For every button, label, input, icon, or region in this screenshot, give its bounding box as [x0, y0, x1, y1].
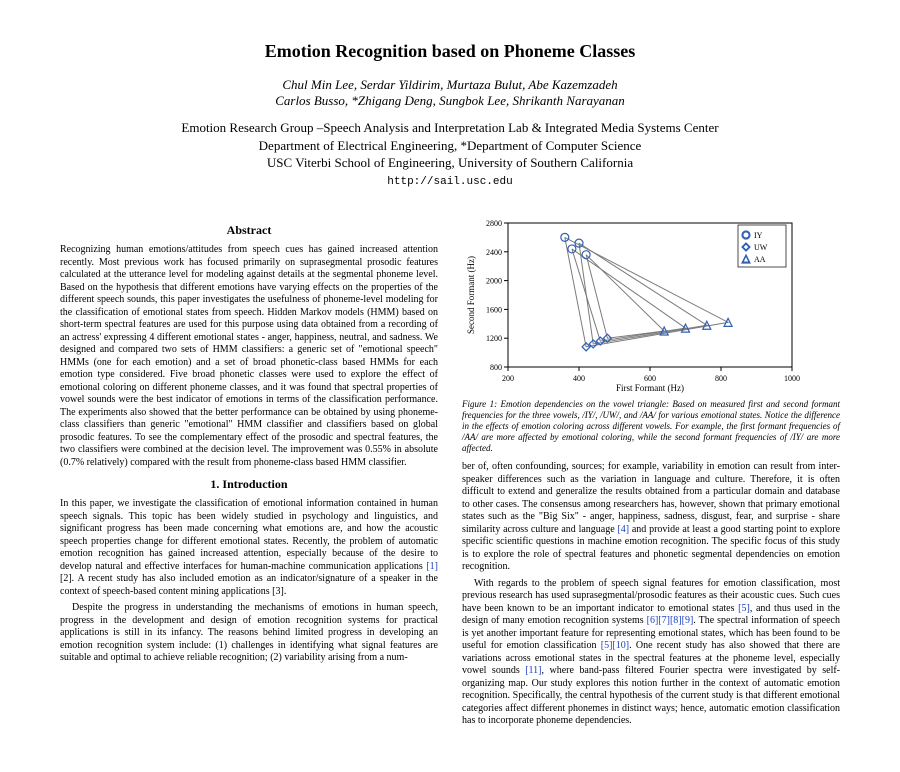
svg-text:AA: AA	[754, 255, 766, 264]
authors-line-2: Carlos Busso, *Zhigang Deng, Sungbok Lee…	[275, 93, 625, 108]
svg-text:First Formant (Hz): First Formant (Hz)	[616, 383, 684, 393]
authors: Chul Min Lee, Serdar Yildirim, Murtaza B…	[60, 77, 840, 110]
svg-text:1200: 1200	[486, 335, 502, 344]
left-column: Abstract Recognizing human emotions/atti…	[60, 215, 438, 731]
intro-heading: 1. Introduction	[60, 477, 438, 492]
affil-1: Emotion Research Group –Speech Analysis …	[181, 120, 718, 135]
cite-11[interactable]: [11]	[525, 665, 541, 676]
cite-4[interactable]: [4]	[617, 524, 629, 535]
svg-text:UW: UW	[754, 243, 768, 252]
intro-para-1: In this paper, we investigate the classi…	[60, 498, 438, 598]
svg-text:1600: 1600	[486, 306, 502, 315]
intro-p1-b: [2]. A recent study has also included em…	[60, 573, 438, 597]
svg-text:2400: 2400	[486, 248, 502, 257]
abstract-text: Recognizing human emotions/attitudes fro…	[60, 244, 438, 469]
two-column-body: Abstract Recognizing human emotions/atti…	[60, 215, 840, 731]
vowel-triangle-chart: 200 400 600 800 1000 800 1200 1600 2000 2400 2800 F…	[462, 215, 802, 395]
paper-title: Emotion Recognition based on Phoneme Cla…	[60, 40, 840, 63]
svg-text:400: 400	[573, 374, 585, 383]
right-para-1: ber of, often confounding, sources; for …	[462, 461, 840, 574]
svg-text:Second Formant (Hz): Second Formant (Hz)	[466, 256, 476, 334]
intro-para-2: Despite the progress in understanding th…	[60, 602, 438, 665]
cite-510[interactable]: [5][10]	[601, 640, 629, 651]
svg-text:600: 600	[644, 374, 656, 383]
affil-2: Department of Electrical Engineering, *D…	[259, 138, 642, 153]
svg-text:200: 200	[502, 374, 514, 383]
svg-text:1000: 1000	[784, 374, 800, 383]
affiliation: Emotion Research Group –Speech Analysis …	[60, 119, 840, 172]
abstract-heading: Abstract	[60, 223, 438, 238]
authors-line-1: Chul Min Lee, Serdar Yildirim, Murtaza B…	[282, 77, 617, 92]
right-para-2: With regards to the problem of speech si…	[462, 578, 840, 728]
intro-p1-a: In this paper, we investigate the classi…	[60, 498, 438, 572]
cite-6789[interactable]: [6][7][8][9]	[647, 615, 694, 626]
svg-text:800: 800	[715, 374, 727, 383]
svg-text:800: 800	[490, 363, 502, 372]
cite-5[interactable]: [5]	[738, 603, 750, 614]
svg-text:IY: IY	[754, 231, 763, 240]
cite-1[interactable]: [1]	[426, 561, 438, 572]
figure-1-caption: Figure 1: Emotion dependencies on the vo…	[462, 399, 840, 453]
lab-url: http://sail.usc.edu	[60, 176, 840, 190]
right-column: 200 400 600 800 1000 800 1200 1600 2000 2400 2800 F…	[462, 215, 840, 731]
svg-text:2800: 2800	[486, 219, 502, 228]
figure-1: 200 400 600 800 1000 800 1200 1600 2000 2400 2800 F…	[462, 215, 840, 453]
svg-text:2000: 2000	[486, 277, 502, 286]
affil-3: USC Viterbi School of Engineering, Unive…	[267, 155, 633, 170]
